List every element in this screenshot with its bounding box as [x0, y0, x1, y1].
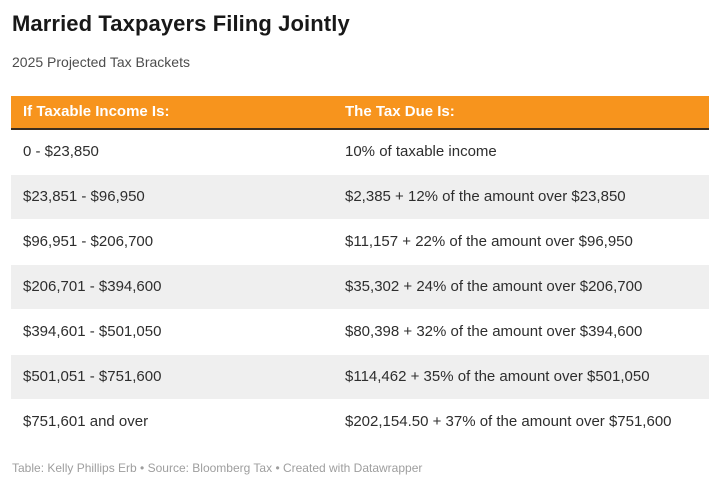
table-row: $501,051 - $751,600 $114,462 + 35% of th…: [11, 354, 709, 400]
income-range-cell: $206,701 - $394,600: [11, 264, 333, 310]
income-range-cell: 0 - $23,850: [11, 129, 333, 175]
income-range-cell: $23,851 - $96,950: [11, 174, 333, 220]
income-range-cell: $394,601 - $501,050: [11, 309, 333, 355]
tax-due-cell: 10% of taxable income: [333, 129, 709, 175]
header-row: If Taxable Income Is: The Tax Due Is:: [11, 96, 709, 130]
attribution-footer: Table: Kelly Phillips Erb • Source: Bloo…: [12, 461, 423, 475]
column-header-taxable-income: If Taxable Income Is:: [11, 96, 333, 130]
tax-due-cell: $202,154.50 + 37% of the amount over $75…: [333, 399, 709, 444]
income-range-cell: $501,051 - $751,600: [11, 354, 333, 400]
table-row: $394,601 - $501,050 $80,398 + 32% of the…: [11, 309, 709, 355]
page-subtitle: 2025 Projected Tax Brackets: [12, 54, 190, 70]
table-row: $751,601 and over $202,154.50 + 37% of t…: [11, 399, 709, 444]
table-row: 0 - $23,850 10% of taxable income: [11, 129, 709, 175]
tax-due-cell: $2,385 + 12% of the amount over $23,850: [333, 174, 709, 220]
income-range-cell: $96,951 - $206,700: [11, 219, 333, 265]
table-body: 0 - $23,850 10% of taxable income $23,85…: [11, 129, 709, 444]
table-row: $96,951 - $206,700 $11,157 + 22% of the …: [11, 219, 709, 265]
income-range-cell: $751,601 and over: [11, 399, 333, 444]
table-row: $206,701 - $394,600 $35,302 + 24% of the…: [11, 264, 709, 310]
page-title: Married Taxpayers Filing Jointly: [12, 11, 350, 36]
tax-due-cell: $11,157 + 22% of the amount over $96,950: [333, 219, 709, 265]
tax-brackets-table: If Taxable Income Is: The Tax Due Is: 0 …: [11, 96, 709, 444]
tax-due-cell: $80,398 + 32% of the amount over $394,60…: [333, 309, 709, 355]
table-row: $23,851 - $96,950 $2,385 + 12% of the am…: [11, 174, 709, 220]
column-header-tax-due: The Tax Due Is:: [333, 96, 709, 130]
tax-due-cell: $114,462 + 35% of the amount over $501,0…: [333, 354, 709, 400]
tax-due-cell: $35,302 + 24% of the amount over $206,70…: [333, 264, 709, 310]
table-header: If Taxable Income Is: The Tax Due Is:: [11, 96, 709, 130]
